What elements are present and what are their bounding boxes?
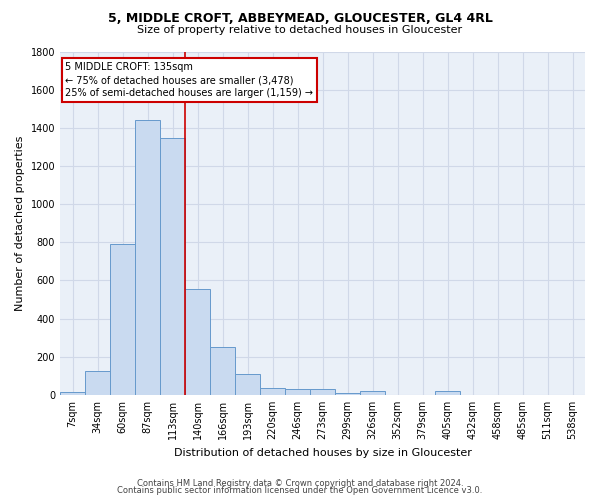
Y-axis label: Number of detached properties: Number of detached properties [15, 136, 25, 311]
Bar [435, 391, 460, 395]
Text: 5 MIDDLE CROFT: 135sqm
← 75% of detached houses are smaller (3,478)
25% of semi-: 5 MIDDLE CROFT: 135sqm ← 75% of detached… [65, 62, 313, 98]
Text: Size of property relative to detached houses in Gloucester: Size of property relative to detached ho… [137, 25, 463, 35]
Bar [135, 120, 160, 395]
Bar [285, 389, 310, 395]
Text: 5, MIDDLE CROFT, ABBEYMEAD, GLOUCESTER, GL4 4RL: 5, MIDDLE CROFT, ABBEYMEAD, GLOUCESTER, … [107, 12, 493, 26]
Bar [310, 389, 335, 395]
Bar [185, 289, 210, 395]
Bar [110, 244, 135, 395]
Bar [210, 347, 235, 395]
X-axis label: Distribution of detached houses by size in Gloucester: Distribution of detached houses by size … [173, 448, 472, 458]
Bar [335, 393, 360, 395]
Bar [235, 374, 260, 395]
Bar [160, 138, 185, 395]
Bar [85, 371, 110, 395]
Text: Contains public sector information licensed under the Open Government Licence v3: Contains public sector information licen… [118, 486, 482, 495]
Bar [260, 388, 285, 395]
Bar [60, 392, 85, 395]
Bar [360, 391, 385, 395]
Text: Contains HM Land Registry data © Crown copyright and database right 2024.: Contains HM Land Registry data © Crown c… [137, 478, 463, 488]
